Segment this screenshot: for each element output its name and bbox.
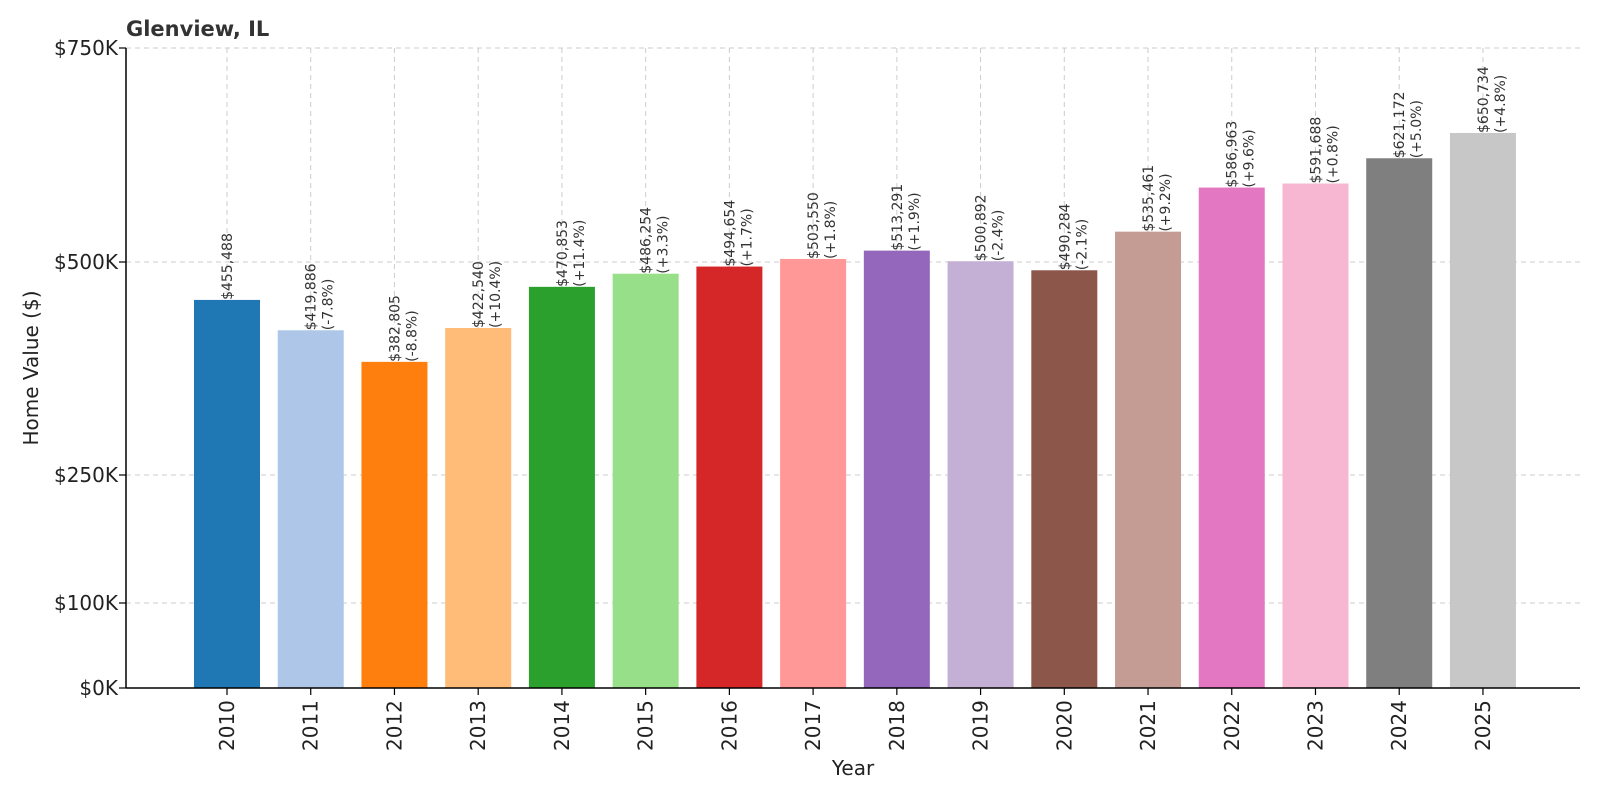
- bar-value-label: $513,291: [890, 184, 906, 251]
- bar: [612, 273, 679, 688]
- x-tick-label: 2025: [1471, 700, 1495, 751]
- x-tick-label: 2010: [215, 700, 239, 751]
- x-tick-label: 2023: [1303, 700, 1327, 751]
- bar: [1198, 187, 1265, 688]
- bar-change-label: (+9.2%): [1158, 173, 1174, 231]
- y-tick-label: $100K: [54, 591, 119, 615]
- x-tick-label: 2014: [550, 700, 574, 751]
- y-tick-label: $500K: [54, 250, 119, 274]
- bar: [1031, 270, 1098, 688]
- x-tick-label: 2013: [466, 700, 490, 751]
- bar-value-label: $535,461: [1141, 165, 1157, 232]
- bar-value-label: $486,254: [639, 207, 655, 274]
- y-axis-title: Home Value ($): [19, 290, 43, 445]
- chart-title: Glenview, IL: [126, 17, 269, 41]
- bar-value-label: $494,654: [722, 200, 738, 267]
- bar-value-label: $500,892: [974, 194, 990, 261]
- bar-value-label: $490,284: [1057, 203, 1073, 270]
- x-tick-label: 2024: [1387, 700, 1411, 751]
- bar-change-label: (+3.3%): [656, 215, 672, 273]
- bar-change-label: (-7.8%): [321, 279, 337, 331]
- bar-change-label: (+11.4%): [572, 220, 588, 287]
- x-tick-label: 2021: [1136, 700, 1160, 751]
- bar: [696, 266, 763, 688]
- y-tick-label: $250K: [54, 463, 119, 487]
- bar-change-label: (-2.1%): [1074, 219, 1090, 271]
- x-tick-label: 2011: [299, 700, 323, 751]
- x-tick-label: 2022: [1220, 700, 1244, 751]
- bar-value-label: $586,963: [1225, 121, 1241, 188]
- bar: [361, 361, 428, 688]
- bar-change-label: (+1.8%): [823, 201, 839, 259]
- y-ticks: $0K $100K $250K $500K $750K: [54, 36, 126, 700]
- bar-change-label: (-8.8%): [404, 310, 420, 362]
- y-tick-label: $750K: [54, 36, 119, 60]
- bar-change-label: (+1.9%): [907, 192, 923, 250]
- bars: [194, 132, 1516, 689]
- bar-value-label: $455,488: [220, 233, 236, 300]
- x-tick-label: 2020: [1052, 700, 1076, 751]
- bar-change-label: (+4.8%): [1493, 75, 1509, 133]
- bar: [1449, 132, 1516, 689]
- bar: [1282, 183, 1349, 688]
- bar-change-label: (+0.8%): [1325, 125, 1341, 183]
- bar-value-label: $591,688: [1308, 117, 1324, 184]
- bar: [780, 258, 847, 688]
- bar-change-label: (+5.0%): [1409, 100, 1425, 158]
- bar: [194, 299, 260, 688]
- axes: [125, 48, 1580, 689]
- bar-value-label: $422,540: [471, 261, 487, 328]
- bar-value-label: $470,853: [555, 220, 571, 287]
- bar: [528, 286, 595, 688]
- bar-change-label: (+1.7%): [739, 208, 755, 266]
- bar: [1115, 231, 1182, 688]
- bar: [947, 261, 1014, 688]
- gridlines: [126, 47, 1580, 688]
- x-tick-label: 2019: [969, 700, 993, 751]
- x-tick-label: 2018: [885, 700, 909, 751]
- bar-labels: $455,488 $419,886 (-7.8%) $382,805 (-8.8%) $4…: [220, 66, 1509, 362]
- bar-value-label: $621,172: [1392, 91, 1408, 158]
- x-ticks: 2010 2011 2012 2013 2014 2015 2016 2017 2018 2019…: [215, 688, 1495, 751]
- x-tick-label: 2017: [801, 700, 825, 751]
- bar-value-label: $382,805: [387, 295, 403, 362]
- bar-value-label: $419,886: [304, 263, 320, 330]
- bar-value-label: $650,734: [1476, 66, 1492, 133]
- x-tick-label: 2016: [717, 700, 741, 751]
- bar-change-label: (+10.4%): [488, 261, 504, 328]
- bar-change-label: (+9.6%): [1242, 129, 1258, 187]
- x-axis-title: Year: [831, 756, 875, 780]
- x-tick-label: 2015: [634, 700, 658, 751]
- bar: [1366, 158, 1433, 689]
- bar: [445, 327, 512, 688]
- bar: [863, 250, 930, 688]
- bar-change-label: (-2.4%): [991, 210, 1007, 262]
- bar-value-label: $503,550: [806, 192, 822, 259]
- x-tick-label: 2012: [382, 700, 406, 751]
- y-tick-label: $0K: [79, 676, 118, 700]
- bar: [277, 330, 344, 688]
